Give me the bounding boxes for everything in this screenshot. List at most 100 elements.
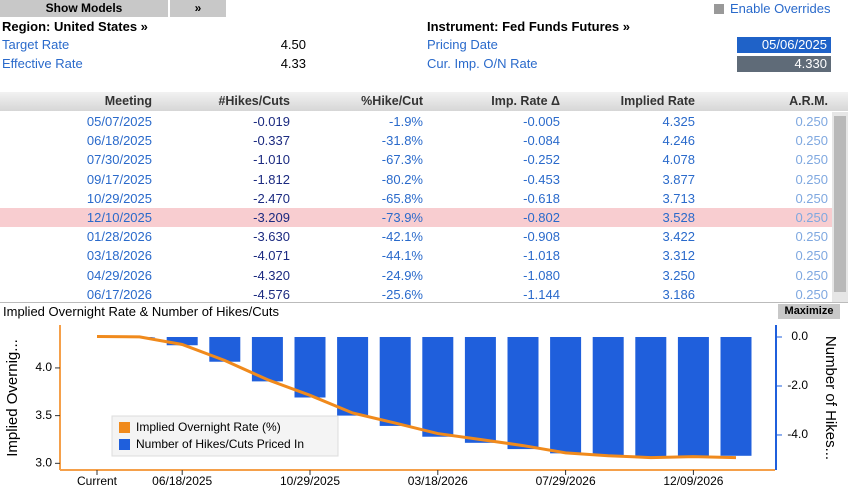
table-cell: 10/29/2025 <box>86 190 152 206</box>
table-cell: -3.630 <box>253 229 290 245</box>
legend-swatch <box>119 439 130 450</box>
line <box>96 334 737 460</box>
instrument[interactable]: Instrument: Fed Funds Futures » <box>427 19 630 34</box>
table-cell: -4.071 <box>253 248 290 264</box>
table-header-bg <box>0 92 848 111</box>
x-tick-label: Current <box>77 474 118 488</box>
bar <box>166 337 198 346</box>
table-cell: 3.422 <box>662 229 695 245</box>
bar <box>464 337 496 443</box>
maximize-button[interactable]: Maximize <box>778 304 840 319</box>
legend-label: Implied Overnight Rate (%) <box>136 420 281 434</box>
field-label: Effective Rate <box>2 56 83 71</box>
y2-tick-label: -4.0 <box>787 427 808 441</box>
table-cell: -1.144 <box>523 286 560 302</box>
table-cell: -65.8% <box>381 190 423 206</box>
table-cell: 0.250 <box>795 190 828 206</box>
y-tick-label: 3.5 <box>35 408 52 422</box>
bar <box>507 337 539 450</box>
bar <box>422 337 454 437</box>
table-cell: 0.250 <box>795 248 828 264</box>
table-cell: 0.250 <box>795 133 828 149</box>
table-cell: -73.9% <box>381 210 423 225</box>
divider <box>0 302 848 303</box>
table-cell: 06/18/2025 <box>86 133 152 149</box>
field-label: Cur. Imp. O/N Rate <box>427 56 538 71</box>
table-cell: -0.453 <box>523 171 560 187</box>
table-cell: -0.084 <box>523 133 560 149</box>
table-cell: -4.576 <box>253 286 290 302</box>
table-cell: 01/28/2026 <box>86 229 152 245</box>
table-cell: 06/17/2026 <box>86 286 152 302</box>
y2-tick-label: -2.0 <box>787 378 808 392</box>
table-cell: 4.325 <box>662 114 695 129</box>
table-cell: 3.528 <box>662 210 695 225</box>
table-cell: -1.080 <box>523 267 560 283</box>
column-header: Implied Rate <box>620 94 695 108</box>
table-cell: -42.1% <box>381 229 423 245</box>
table-cell: -1.9% <box>389 114 423 129</box>
nav-button[interactable]: » <box>170 0 226 17</box>
field-value: 4.33 <box>280 56 306 71</box>
table-cell: -0.337 <box>253 133 290 149</box>
table-cell: -0.019 <box>253 114 290 129</box>
column-header: A.R.M. <box>789 94 828 108</box>
table-cell: -0.618 <box>523 190 560 206</box>
bar <box>677 337 709 458</box>
table-cell: 0.250 <box>795 286 828 302</box>
x-tick-label: 10/29/2025 <box>280 474 340 488</box>
bar <box>337 337 369 416</box>
field-label: Target Rate <box>2 37 70 52</box>
table-cell: 03/18/2026 <box>86 248 152 264</box>
show-models-button[interactable]: Show Models <box>0 0 168 17</box>
table-cell: 3.250 <box>662 267 695 283</box>
bar <box>209 337 241 362</box>
table-cell: 4.078 <box>662 152 695 168</box>
table-cell: 05/07/2025 <box>86 114 152 129</box>
table-cell: -0.908 <box>523 229 560 245</box>
region[interactable]: Region: United States » <box>2 19 148 34</box>
chart-title: Implied Overnight Rate & Number of Hikes… <box>3 304 279 319</box>
table-cell: 12/10/2025 <box>86 210 152 225</box>
table-cell: 3.877 <box>662 171 695 187</box>
legend-label: Number of Hikes/Cuts Priced In <box>136 437 304 451</box>
table-cell: -1.812 <box>253 171 290 187</box>
table-cell: 0.250 <box>795 152 828 168</box>
scrollbar-thumb[interactable] <box>834 116 846 292</box>
bar <box>592 337 624 456</box>
table-cell: 3.312 <box>662 248 695 264</box>
table-cell: 07/30/2025 <box>86 152 152 168</box>
table-cell: 0.250 <box>795 229 828 245</box>
legend-swatch <box>119 422 130 433</box>
enable-overrides[interactable]: Enable Overrides <box>730 1 831 16</box>
table-cell: 0.250 <box>795 267 828 283</box>
bar <box>294 337 326 398</box>
date-input[interactable]: 05/06/2025 <box>737 37 831 53</box>
y2-tick-label: 0.0 <box>791 329 808 343</box>
highlight-row <box>0 208 832 227</box>
bar <box>379 337 411 426</box>
y-tick-label: 4.0 <box>35 360 52 374</box>
table-cell: -25.6% <box>381 286 423 302</box>
table-cell: 3.713 <box>662 190 695 206</box>
table-cell: -3.209 <box>253 210 290 225</box>
y-tick-label: 3.0 <box>35 455 52 469</box>
field-label: Pricing Date <box>427 37 498 52</box>
x-tick-label: 07/29/2026 <box>536 474 596 488</box>
table-cell: -31.8% <box>381 133 423 149</box>
checkbox[interactable] <box>714 4 724 14</box>
table-cell: 0.250 <box>795 114 828 129</box>
y2-axis-title: Number of Hikes... <box>822 336 839 460</box>
bar <box>635 337 667 458</box>
y-axis-title: Implied Overnig... <box>4 339 21 457</box>
table-cell: -1.018 <box>523 248 560 264</box>
table-cell: -0.802 <box>523 210 560 225</box>
table-cell: 0.250 <box>795 210 828 225</box>
table-cell: 09/17/2025 <box>86 171 152 187</box>
bar <box>550 337 582 454</box>
x-tick-label: 12/09/2026 <box>663 474 723 488</box>
column-header: %Hike/Cut <box>361 94 423 108</box>
table-cell: 3.186 <box>662 286 695 302</box>
